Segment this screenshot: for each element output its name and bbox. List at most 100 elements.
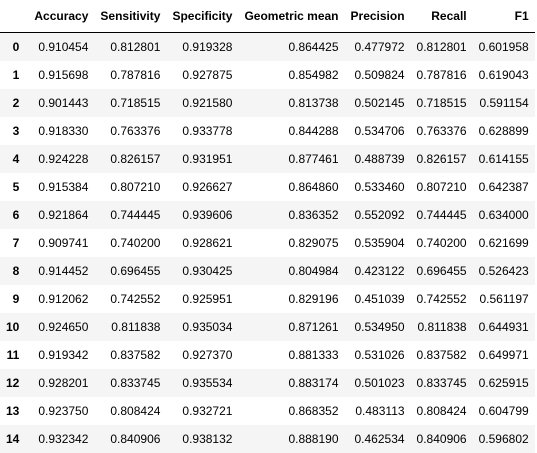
table-cell: 0.910454 [28, 33, 94, 62]
table-cell: 0.864860 [238, 173, 344, 201]
table-cell: 0.812801 [94, 33, 166, 62]
row-index: 7 [0, 229, 28, 257]
row-index: 3 [0, 117, 28, 145]
table-cell: 0.840906 [411, 425, 473, 453]
table-cell: 0.740200 [94, 229, 166, 257]
table-cell: 0.812801 [411, 33, 473, 62]
table-cell: 0.763376 [94, 117, 166, 145]
index-header [0, 0, 28, 33]
table-cell: 0.696455 [411, 257, 473, 285]
table-cell: 0.833745 [411, 369, 473, 397]
table-cell: 0.829075 [238, 229, 344, 257]
table-cell: 0.625915 [473, 369, 535, 397]
table-cell: 0.535904 [345, 229, 411, 257]
table-cell: 0.854982 [238, 61, 344, 89]
table-cell: 0.696455 [94, 257, 166, 285]
table-cell: 0.918330 [28, 117, 94, 145]
table-cell: 0.501023 [345, 369, 411, 397]
table-cell: 0.534950 [345, 313, 411, 341]
table-cell: 0.901443 [28, 89, 94, 117]
row-index: 13 [0, 397, 28, 425]
table-cell: 0.483113 [345, 397, 411, 425]
row-index: 14 [0, 425, 28, 453]
table-cell: 0.877461 [238, 145, 344, 173]
table-cell: 0.462534 [345, 425, 411, 453]
table-cell: 0.634000 [473, 201, 535, 229]
table-cell: 0.509824 [345, 61, 411, 89]
row-index: 4 [0, 145, 28, 173]
table-cell: 0.923750 [28, 397, 94, 425]
table-cell: 0.833745 [94, 369, 166, 397]
table-cell: 0.915698 [28, 61, 94, 89]
table-cell: 0.932721 [166, 397, 238, 425]
table-cell: 0.804984 [238, 257, 344, 285]
table-cell: 0.807210 [411, 173, 473, 201]
row-index: 2 [0, 89, 28, 117]
column-header: F1 [473, 0, 535, 33]
table-cell: 0.534706 [345, 117, 411, 145]
table-cell: 0.423122 [345, 257, 411, 285]
table-cell: 0.740200 [411, 229, 473, 257]
table-cell: 0.871261 [238, 313, 344, 341]
table-cell: 0.927370 [166, 341, 238, 369]
table-cell: 0.836352 [238, 201, 344, 229]
table-cell: 0.840906 [94, 425, 166, 453]
table-cell: 0.601958 [473, 33, 535, 62]
table-cell: 0.921580 [166, 89, 238, 117]
column-header: Sensitivity [94, 0, 166, 33]
table-cell: 0.919342 [28, 341, 94, 369]
table-cell: 0.787816 [411, 61, 473, 89]
table-cell: 0.826157 [411, 145, 473, 173]
table-cell: 0.881333 [238, 341, 344, 369]
row-index: 9 [0, 285, 28, 313]
column-header: Geometric mean [238, 0, 344, 33]
table-cell: 0.928201 [28, 369, 94, 397]
table-cell: 0.742552 [411, 285, 473, 313]
table-cell: 0.921864 [28, 201, 94, 229]
table-cell: 0.808424 [94, 397, 166, 425]
table-cell: 0.924228 [28, 145, 94, 173]
table-cell: 0.718515 [94, 89, 166, 117]
table-cell: 0.883174 [238, 369, 344, 397]
table-cell: 0.552092 [345, 201, 411, 229]
table-cell: 0.844288 [238, 117, 344, 145]
table-cell: 0.837582 [411, 341, 473, 369]
table-cell: 0.591154 [473, 89, 535, 117]
table-cell: 0.619043 [473, 61, 535, 89]
row-index: 6 [0, 201, 28, 229]
column-header: Precision [345, 0, 411, 33]
table-cell: 0.938132 [166, 425, 238, 453]
table-cell: 0.621699 [473, 229, 535, 257]
table-cell: 0.912062 [28, 285, 94, 313]
table-cell: 0.644931 [473, 313, 535, 341]
row-index: 10 [0, 313, 28, 341]
table-cell: 0.526423 [473, 257, 535, 285]
row-index: 11 [0, 341, 28, 369]
table-cell: 0.808424 [411, 397, 473, 425]
table-cell: 0.718515 [411, 89, 473, 117]
table-cell: 0.914452 [28, 257, 94, 285]
table-cell: 0.451039 [345, 285, 411, 313]
table-cell: 0.928621 [166, 229, 238, 257]
table-cell: 0.642387 [473, 173, 535, 201]
table-cell: 0.614155 [473, 145, 535, 173]
table-cell: 0.561197 [473, 285, 535, 313]
table-cell: 0.763376 [411, 117, 473, 145]
table-cell: 0.926627 [166, 173, 238, 201]
table-cell: 0.925951 [166, 285, 238, 313]
table-cell: 0.604799 [473, 397, 535, 425]
